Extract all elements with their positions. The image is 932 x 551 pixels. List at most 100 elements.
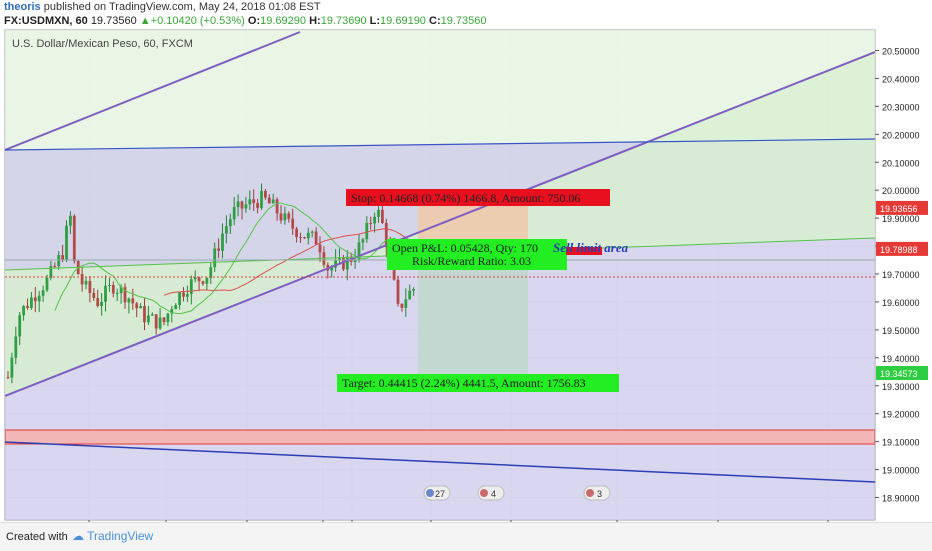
candle-body bbox=[84, 280, 88, 285]
last-price: 19.73560 bbox=[90, 15, 137, 27]
y-tick-label: 20.50000 bbox=[882, 47, 920, 57]
candle-body bbox=[361, 239, 365, 243]
close-label: C: bbox=[429, 15, 441, 27]
candle-body bbox=[131, 298, 135, 304]
y-tick-label: 19.40000 bbox=[882, 354, 920, 364]
sell-limit-marker bbox=[566, 247, 602, 255]
horizontal-resistance bbox=[5, 138, 875, 151]
y-tick-label: 19.60000 bbox=[882, 298, 920, 308]
candle-body bbox=[412, 289, 415, 291]
y-tick-label: 19.30000 bbox=[882, 382, 920, 392]
target-label-box bbox=[337, 374, 619, 392]
event-badge[interactable]: 4 bbox=[477, 485, 505, 501]
candle-body bbox=[143, 306, 146, 323]
candle-body bbox=[306, 232, 310, 239]
event-count: 27 bbox=[435, 489, 445, 499]
y-tick-label: 19.00000 bbox=[882, 466, 920, 476]
candle-body bbox=[303, 237, 306, 239]
open-value: 19.69290 bbox=[260, 15, 307, 27]
candle-body bbox=[232, 207, 236, 220]
close-value: 19.73560 bbox=[440, 15, 487, 27]
candle-body bbox=[318, 244, 322, 253]
candle-body bbox=[100, 301, 103, 307]
candle-body bbox=[186, 294, 189, 297]
low-label: L: bbox=[369, 15, 381, 27]
tradingview-logo[interactable]: ☁ TradingView bbox=[72, 529, 153, 543]
y-tick-label: 19.90000 bbox=[882, 214, 920, 224]
candle-body bbox=[314, 231, 318, 245]
candle-body bbox=[178, 292, 181, 306]
candle-body bbox=[135, 303, 139, 309]
price-label-box bbox=[876, 365, 928, 380]
ohlc-line: FX:USDMXN, 60 19.73560 ▲+0.10420 (+0.53%… bbox=[4, 15, 487, 27]
candle-body bbox=[291, 218, 295, 229]
candle-body bbox=[193, 277, 197, 280]
x-axis: 1612:002112:002312:002830Jun5 bbox=[88, 520, 829, 522]
candle-body bbox=[14, 336, 18, 358]
candle-body bbox=[72, 215, 76, 262]
candle-body bbox=[22, 305, 25, 316]
pnl-label: Open P&L: 0.05428, Qty: 170 bbox=[392, 241, 538, 255]
candle-body bbox=[287, 213, 291, 219]
candle-body bbox=[111, 285, 115, 294]
candle-body bbox=[80, 274, 84, 285]
event-count: 4 bbox=[491, 489, 496, 499]
candle-body bbox=[10, 357, 14, 378]
price-label-box bbox=[876, 200, 928, 215]
y-tick-label: 18.90000 bbox=[882, 494, 920, 504]
candle-body bbox=[236, 201, 240, 208]
y-tick-label: 19.10000 bbox=[882, 438, 920, 448]
candle-body bbox=[158, 317, 162, 329]
candle-body bbox=[150, 314, 154, 316]
candle-body bbox=[353, 259, 357, 262]
candle-body bbox=[139, 306, 142, 309]
candle-body bbox=[88, 280, 92, 293]
author-link[interactable]: theoris bbox=[4, 1, 41, 13]
target-label: Target: 0.44415 (2.24%) 4441.5, Amount: … bbox=[342, 376, 586, 390]
candle-body bbox=[377, 209, 380, 217]
candle-body bbox=[147, 315, 150, 323]
y-axis: 20.50000 20.40000 20.30000 20.20000 20.10000… bbox=[875, 47, 920, 504]
candle-body bbox=[33, 297, 37, 302]
price-labels: 19.93656 19.78988 19.34573 bbox=[876, 200, 928, 380]
candle-body bbox=[334, 259, 337, 268]
rr-label: Risk/Reward Ratio: 3.03 bbox=[412, 254, 531, 268]
candle-body bbox=[18, 315, 22, 337]
candle-body bbox=[182, 292, 185, 297]
candle-body bbox=[338, 257, 341, 260]
candle-body bbox=[6, 377, 10, 379]
event-badge[interactable]: 27 bbox=[423, 485, 451, 501]
candle-body bbox=[369, 222, 373, 224]
candle-body bbox=[205, 277, 209, 284]
created-with-text: Created with bbox=[6, 531, 68, 543]
candle-body bbox=[119, 287, 123, 294]
candle-body bbox=[408, 290, 412, 300]
low-value: 19.69190 bbox=[380, 15, 426, 27]
candle-body bbox=[61, 255, 64, 260]
y-tick-label: 20.40000 bbox=[882, 74, 920, 84]
price-chart[interactable]: Stop: 0.14668 (0.74%) 1466.8, Amount: 75… bbox=[0, 0, 932, 522]
open-label: O: bbox=[247, 15, 261, 27]
candle-body bbox=[65, 225, 68, 260]
candle-body bbox=[30, 297, 33, 308]
y-tick-label: 20.00000 bbox=[882, 186, 920, 196]
candle-body bbox=[365, 222, 369, 240]
candle-body bbox=[373, 216, 376, 224]
y-tick-label: 19.50000 bbox=[882, 326, 920, 336]
candle-body bbox=[299, 237, 302, 239]
candle-body bbox=[384, 222, 388, 248]
candle-body bbox=[69, 215, 72, 226]
candle-body bbox=[197, 277, 201, 282]
candle-body bbox=[45, 277, 49, 291]
red-zone bbox=[5, 429, 875, 445]
y-tick-label: 20.30000 bbox=[882, 102, 920, 112]
footer: Created with ☁ TradingView bbox=[0, 522, 932, 551]
sell-limit-annotation: Sell limit area bbox=[553, 240, 629, 255]
candle-body bbox=[174, 305, 178, 310]
candle-body bbox=[330, 267, 334, 271]
event-badge[interactable]: 3 bbox=[583, 485, 611, 501]
candle-body bbox=[225, 226, 228, 234]
candle-body bbox=[104, 285, 107, 302]
price-label-box bbox=[876, 241, 928, 256]
high-label: H: bbox=[309, 15, 321, 27]
